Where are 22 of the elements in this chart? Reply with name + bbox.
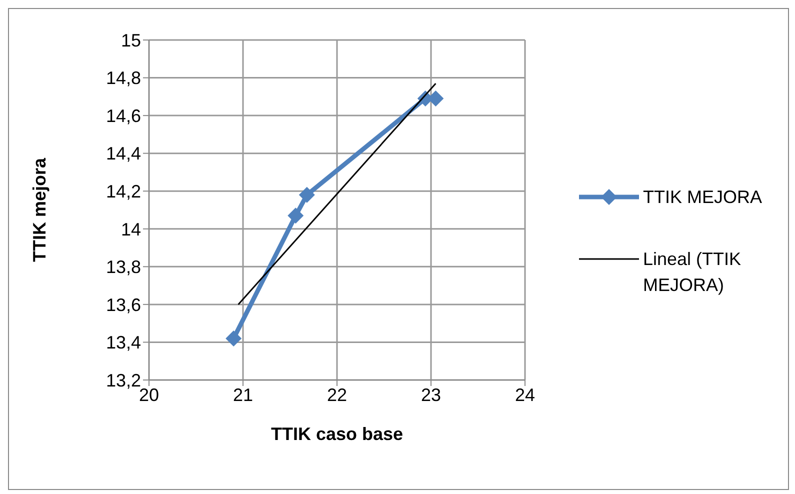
y-axis-title: TTIK mejora [29,157,50,262]
legend-label: TTIK MEJORA [643,186,764,209]
x-axis-title: TTIK caso base [270,424,404,444]
x-tick-label: 22 [326,384,348,405]
y-tick-label: 14 [120,219,141,240]
x-tick-label: 21 [232,384,254,405]
x-tick-label: 20 [138,384,160,405]
point [288,208,304,224]
legend-label: Lineal (TTIK MEJORA) [643,248,742,297]
x-tick-label: 24 [514,384,536,405]
point [226,330,242,346]
y-tick-label: 13,8 [106,257,141,278]
point [298,186,315,203]
y-tick-label: 13,2 [106,370,141,390]
y-tick-label: 13,4 [106,332,141,353]
y-tick-label: 14,2 [106,182,141,202]
y-tick-label: 13,6 [106,294,141,315]
y-tick-label: 14,6 [106,106,141,126]
y-tick-label: 15 [120,30,141,50]
y-tick-label: 14,4 [106,144,141,164]
y-tick-label: 14,8 [106,68,141,88]
x-tick-label: 23 [420,384,442,405]
